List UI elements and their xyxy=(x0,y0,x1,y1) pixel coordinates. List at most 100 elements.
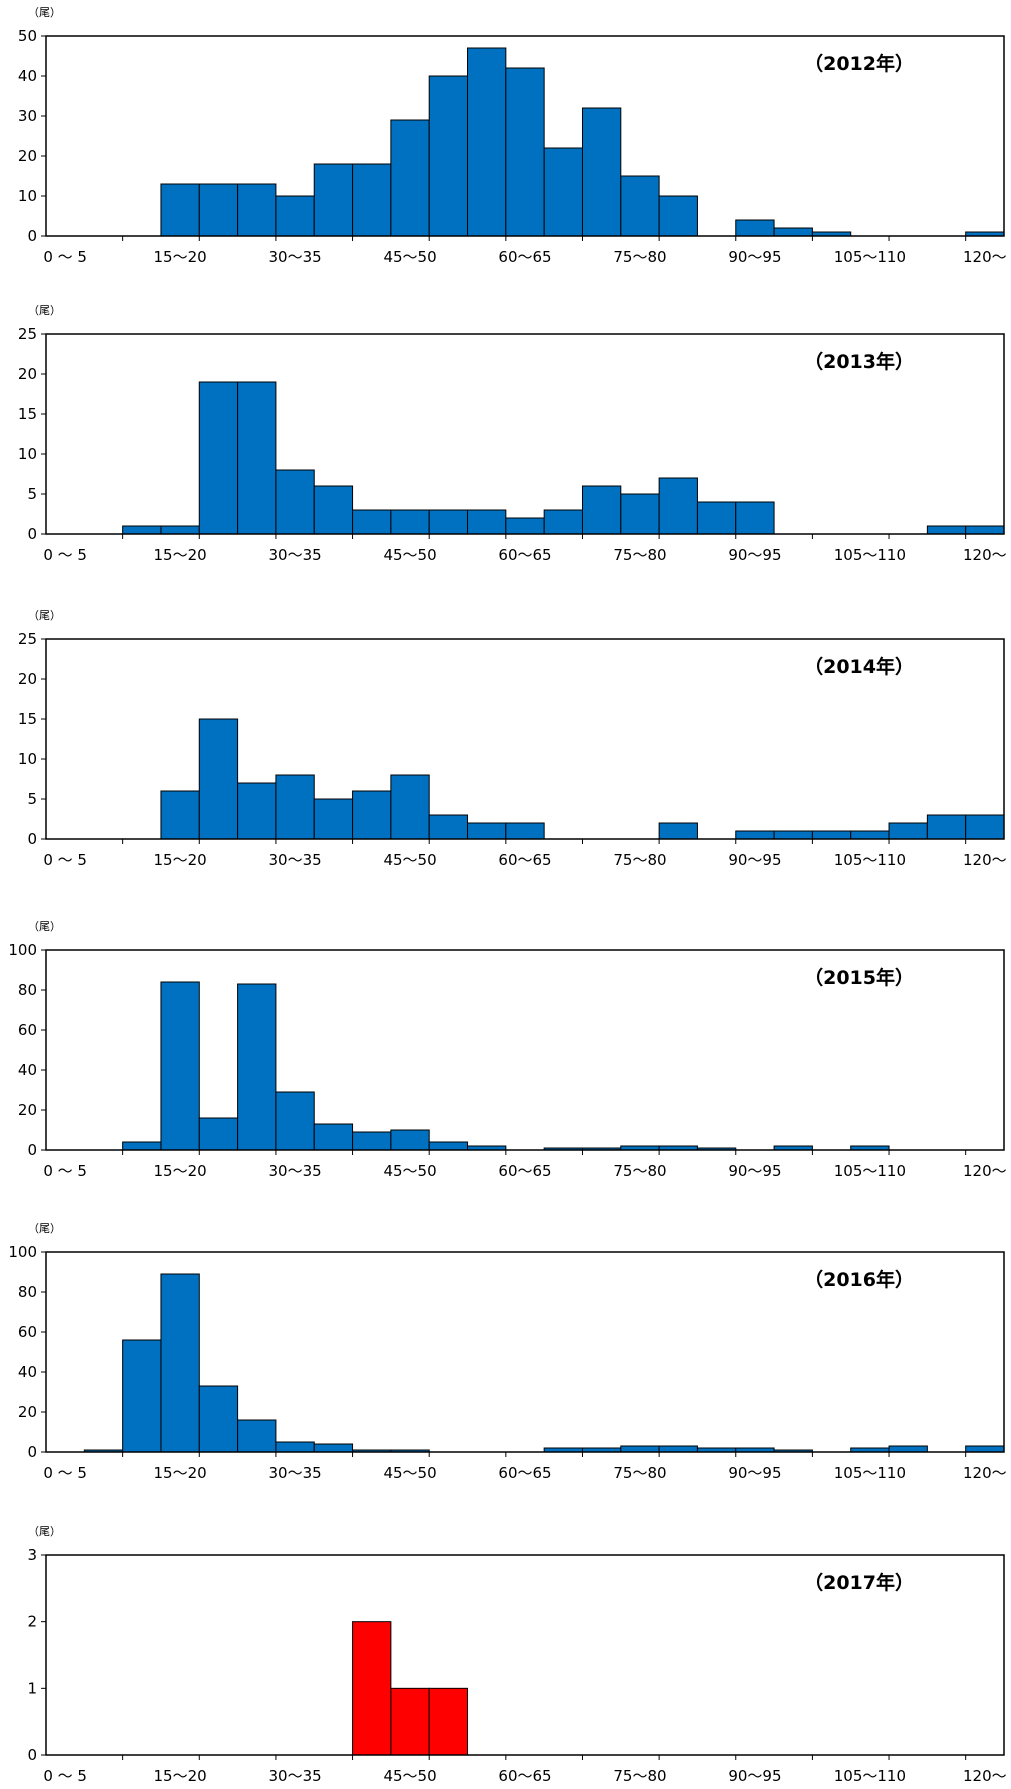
bar-35～40 xyxy=(313,1123,354,1151)
x-tick-label: 30～35 xyxy=(268,248,321,266)
bar-120～ xyxy=(965,1445,1005,1453)
year-label: （2017年） xyxy=(804,1571,914,1594)
x-tick-label: 60～65 xyxy=(498,248,551,266)
bar-30～35 xyxy=(275,1441,315,1453)
x-tick-label: 120～ xyxy=(963,851,1007,869)
x-tick-label: 30～35 xyxy=(268,851,321,869)
year-label: （2016年） xyxy=(804,1268,914,1291)
y-unit-label: （尾） xyxy=(28,609,61,622)
bar-40～45 xyxy=(352,163,392,237)
y-tick-label: 1 xyxy=(27,1679,37,1697)
x-tick-label: 15～20 xyxy=(154,851,207,869)
x-tick-label: 90～95 xyxy=(728,546,781,564)
y-tick-label: 15 xyxy=(18,710,37,728)
y-tick-label: 40 xyxy=(18,1363,37,1381)
y-tick-label: 10 xyxy=(18,445,37,463)
y-tick-label: 60 xyxy=(18,1323,37,1341)
x-tick-label: 60～65 xyxy=(498,1767,551,1785)
bar-25～30 xyxy=(237,983,277,1151)
x-tick-label: 45～50 xyxy=(383,248,436,266)
y-unit-label: （尾） xyxy=(28,6,61,19)
bar-20～25 xyxy=(198,1117,239,1151)
x-tick-label: 75～80 xyxy=(613,546,666,564)
x-tick-label: 75～80 xyxy=(613,1464,666,1482)
bar-35～40 xyxy=(313,798,354,840)
x-tick-label: 60～65 xyxy=(498,1162,551,1180)
bar-35～40 xyxy=(313,163,354,237)
x-tick-label: 45～50 xyxy=(383,1162,436,1180)
bar-60～65 xyxy=(505,67,545,237)
y-tick-label: 5 xyxy=(27,790,37,808)
x-tick-label: 30～35 xyxy=(268,1162,321,1180)
bar-10～15 xyxy=(122,1141,162,1151)
bar-30～35 xyxy=(275,469,315,535)
bar-45～50 xyxy=(390,774,430,840)
bar-115～120 xyxy=(926,814,967,840)
bar-85～90 xyxy=(696,501,737,535)
bar-60～65 xyxy=(505,822,545,840)
y-tick-label: 30 xyxy=(18,107,37,125)
y-tick-label: 5 xyxy=(27,485,37,503)
bar-15～20 xyxy=(160,790,200,840)
x-tick-label: 120～ xyxy=(963,248,1007,266)
bar-15～20 xyxy=(160,981,200,1151)
y-tick-label: 15 xyxy=(18,405,37,423)
x-tick-label: 15～20 xyxy=(154,1464,207,1482)
bar-15～20 xyxy=(160,525,200,535)
y-tick-label: 40 xyxy=(18,1061,37,1079)
y-tick-label: 10 xyxy=(18,750,37,768)
chart-panel-5: （尾） 0 1 2 3 0 ～ 5 15～20 30～35 45～50 60～65 75～80 90～… xyxy=(27,1525,1006,1785)
x-tick-label: 30～35 xyxy=(268,546,321,564)
bar-55～60 xyxy=(467,822,507,840)
x-tick-label: 120～ xyxy=(963,1162,1007,1180)
y-tick-label: 80 xyxy=(18,1283,37,1301)
bar-10～15 xyxy=(122,1339,162,1453)
x-tick-label: 105～110 xyxy=(834,248,906,266)
x-tick-label: 0 ～ 5 xyxy=(43,851,87,869)
x-tick-label: 60～65 xyxy=(498,1464,551,1482)
y-tick-label: 0 xyxy=(27,525,37,543)
x-tick-label: 45～50 xyxy=(383,546,436,564)
x-tick-label: 105～110 xyxy=(834,1464,906,1482)
y-tick-label: 0 xyxy=(27,830,37,848)
x-tick-label: 105～110 xyxy=(834,1162,906,1180)
plot-frame xyxy=(45,638,1005,840)
x-tick-label: 0 ～ 5 xyxy=(43,248,87,266)
bar-50～55 xyxy=(428,509,469,535)
bar-40～45 xyxy=(352,1621,392,1756)
chart-panel-1: （尾） 0 5 10 15 20 25 0 ～ 5 15～20 30～35 45～50 60～65 75… xyxy=(18,304,1007,564)
y-tick-label: 20 xyxy=(18,670,37,688)
bar-70～75 xyxy=(581,107,622,237)
y-tick-label: 20 xyxy=(18,1101,37,1119)
y-tick-label: 20 xyxy=(18,365,37,383)
y-unit-label: （尾） xyxy=(28,1222,61,1235)
x-tick-label: 0 ～ 5 xyxy=(43,1464,87,1482)
bar-90～95 xyxy=(735,830,775,840)
bar-80～85 xyxy=(658,1445,698,1453)
chart-panel-4: （尾） 0 20 40 60 80 100 0 ～ 5 15～20 30～35 45～50 60～65… xyxy=(8,1222,1006,1482)
bar-30～35 xyxy=(275,195,315,237)
bar-120～ xyxy=(965,525,1005,535)
x-tick-label: 60～65 xyxy=(498,851,551,869)
x-tick-label: 120～ xyxy=(963,546,1007,564)
bar-80～85 xyxy=(658,477,698,535)
chart-panel-0: （尾） 0 10 20 30 40 50 0 ～ 5 15～20 30～35 45～50 60～65 7… xyxy=(18,6,1007,266)
y-tick-label: 0 xyxy=(27,1141,37,1159)
x-tick-label: 15～20 xyxy=(154,1162,207,1180)
x-tick-label: 0 ～ 5 xyxy=(43,546,87,564)
year-label: （2013年） xyxy=(804,350,914,373)
x-tick-label: 120～ xyxy=(963,1767,1007,1785)
bar-20～25 xyxy=(198,183,239,237)
bar-15～20 xyxy=(160,1273,200,1453)
bar-95～100 xyxy=(773,227,813,237)
x-tick-label: 15～20 xyxy=(154,546,207,564)
bar-55～60 xyxy=(467,47,507,237)
x-tick-label: 15～20 xyxy=(154,248,207,266)
y-tick-label: 20 xyxy=(18,1403,37,1421)
bar-80～85 xyxy=(658,822,698,840)
bar-50～55 xyxy=(428,75,469,237)
y-tick-label: 100 xyxy=(8,941,37,959)
bar-100～105 xyxy=(811,830,852,840)
y-tick-label: 25 xyxy=(18,630,37,648)
x-tick-label: 90～95 xyxy=(728,248,781,266)
